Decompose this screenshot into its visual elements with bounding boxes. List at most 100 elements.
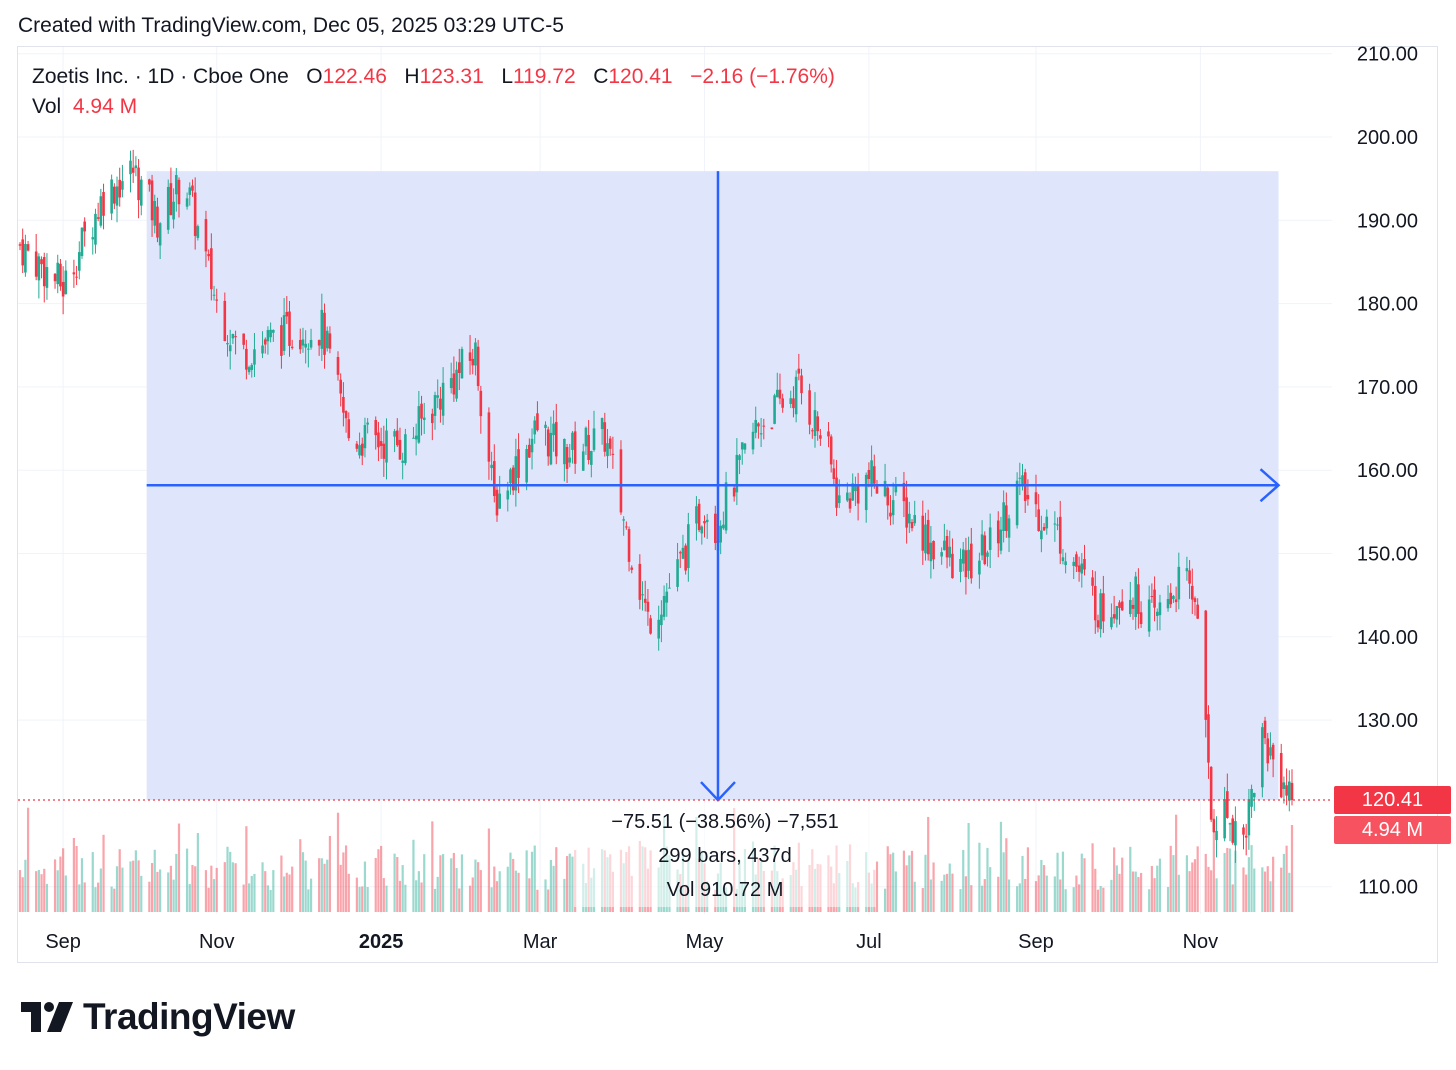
volume-bar (272, 870, 275, 912)
candle-body (317, 340, 321, 346)
candle-body (1099, 593, 1102, 630)
candle-body (379, 441, 383, 446)
volume-bar (320, 858, 323, 912)
candle-body (148, 179, 151, 185)
volume-bar (1196, 846, 1199, 912)
candle-body (1290, 782, 1294, 800)
x-tick-label: Nov (199, 931, 235, 953)
volume-bar (226, 846, 229, 912)
candle-body (223, 300, 227, 342)
candle-body (139, 179, 143, 206)
candle-body (1207, 714, 1210, 763)
candle-body (420, 403, 423, 419)
volume-bar (118, 849, 121, 912)
legend-symbol[interactable]: Zoetis Inc. · 1D · Cboe One (32, 65, 289, 88)
candle-body (924, 524, 927, 554)
volume-bar (932, 862, 935, 912)
candle-body (533, 420, 537, 435)
measure-arrow-right (1259, 468, 1281, 503)
volume-bar (266, 885, 270, 912)
candle-body (309, 339, 313, 348)
candle-body (587, 435, 590, 460)
candle-body (1193, 598, 1197, 603)
candle-body (864, 474, 868, 511)
tradingview-logo-text: TradingView (83, 996, 295, 1037)
volume-bar (460, 854, 464, 912)
volume-bar (1263, 871, 1267, 912)
candle-body (789, 398, 793, 404)
candle-body (1244, 835, 1248, 838)
volume-bar (291, 866, 294, 912)
candle-body (193, 192, 197, 236)
volume-bar (347, 873, 350, 912)
y-tick-label: 170.00 (1357, 377, 1418, 399)
volume-bar (229, 851, 232, 912)
candle-body (703, 521, 706, 524)
volume-bar (1091, 843, 1094, 912)
candle-body (320, 309, 324, 349)
candle-body (908, 513, 911, 524)
candle-body (606, 443, 609, 457)
legend-volume-label[interactable]: Vol (32, 95, 62, 118)
legend-high-value: 123.31 (419, 65, 484, 88)
candle-body (627, 529, 631, 562)
volume-bar (970, 885, 973, 912)
volume-bar (493, 866, 496, 912)
x-tick-label: Jul (856, 931, 882, 953)
candle-body (21, 239, 24, 266)
candle-body (695, 506, 698, 524)
legend-volume-value: 4.94 M (72, 95, 138, 118)
volume-bar (113, 888, 116, 912)
candle-body (1072, 561, 1076, 566)
candle-body (495, 489, 499, 516)
volume-bar (924, 854, 927, 912)
candle-body (412, 437, 415, 439)
candle-body (75, 276, 78, 278)
candle-body (565, 447, 569, 469)
candle-body (1056, 524, 1059, 526)
volume-bar (921, 888, 924, 912)
volume-bar (1193, 859, 1197, 912)
candle-body (676, 559, 679, 587)
candle-body (158, 223, 162, 246)
volume-bar (962, 849, 965, 912)
candle-body (762, 425, 766, 427)
volume-bar (75, 845, 78, 912)
volume-bar (415, 880, 418, 912)
volume-bar (150, 863, 154, 912)
volume-bar (1064, 889, 1067, 912)
x-tick-label: Nov (1183, 931, 1219, 953)
candle-body (1212, 819, 1216, 833)
volume-bar (517, 872, 520, 912)
measure-bars: 299 bars, 437d (658, 845, 792, 867)
volume-bar (1113, 847, 1116, 912)
last-price-tag: 120.41 (1334, 786, 1451, 814)
candle-body (1252, 792, 1256, 798)
x-tick-label: May (686, 931, 724, 953)
volume-bar (204, 870, 208, 912)
candle-body (1271, 744, 1275, 760)
candle-body (811, 430, 814, 432)
volume-bar (983, 879, 986, 912)
candle-body (552, 423, 555, 436)
candle-body (37, 256, 41, 281)
candle-body (395, 430, 399, 446)
volume-bar (498, 871, 501, 912)
candle-body (26, 244, 30, 251)
volume-bar (980, 885, 984, 912)
candle-body (1155, 611, 1159, 616)
candle-body (902, 482, 906, 502)
candle-body (724, 482, 728, 531)
volume-bar (140, 875, 143, 912)
candle-body (1196, 604, 1199, 619)
candle-body (110, 179, 113, 214)
volume-bar (1131, 871, 1135, 912)
candle-body (266, 330, 270, 342)
volume-bar (396, 857, 399, 912)
candle-body (1226, 791, 1229, 818)
volume-bar (374, 857, 377, 912)
candle-body (641, 594, 644, 596)
candle-body (1037, 509, 1040, 532)
tradingview-logo[interactable]: TradingView (21, 995, 295, 1039)
